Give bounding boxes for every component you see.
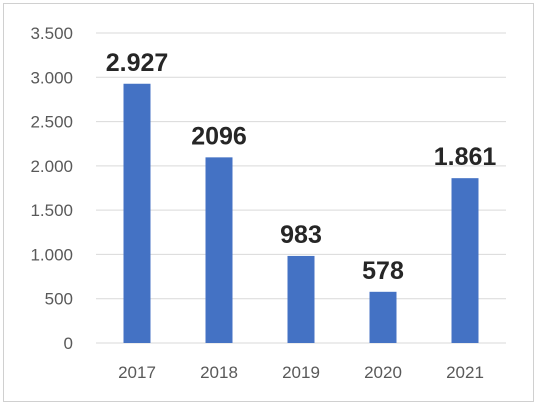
data-label-2020: 578 [362,257,404,285]
y-tick-label: 3.500 [30,24,73,43]
bar-2018 [205,157,233,343]
bar-2021 [451,178,479,343]
data-label-2017: 2.927 [106,49,169,77]
bar-2020 [369,291,397,343]
x-tick-label: 2020 [364,363,402,382]
x-axis-tick-labels: 2017 2018 2019 2020 2021 [118,363,484,382]
x-tick-label: 2021 [446,363,484,382]
y-tick-label: 0 [64,334,73,353]
chart-frame [3,3,534,402]
data-label-2019: 983 [280,221,322,249]
y-tick-label: 2.500 [30,113,73,132]
x-tick-label: 2017 [118,363,156,382]
y-tick-label: 2.000 [30,157,73,176]
bars [123,83,479,343]
y-tick-label: 3.000 [30,68,73,87]
y-tick-label: 500 [45,290,73,309]
y-axis-tick-labels: 0 500 1.000 1.500 2.000 2.500 3.000 3.500 [30,24,73,353]
y-tick-label: 1.500 [30,201,73,220]
bar-2019 [287,255,315,343]
x-tick-label: 2019 [282,363,320,382]
data-label-2021: 1.861 [434,143,497,171]
x-tick-label: 2018 [200,363,238,382]
gridlines [96,32,506,344]
bar-2017 [123,83,151,343]
data-label-2018: 2096 [191,122,247,150]
data-labels: 2.927 2096 983 578 1.861 [106,49,497,285]
y-tick-label: 1.000 [30,245,73,264]
